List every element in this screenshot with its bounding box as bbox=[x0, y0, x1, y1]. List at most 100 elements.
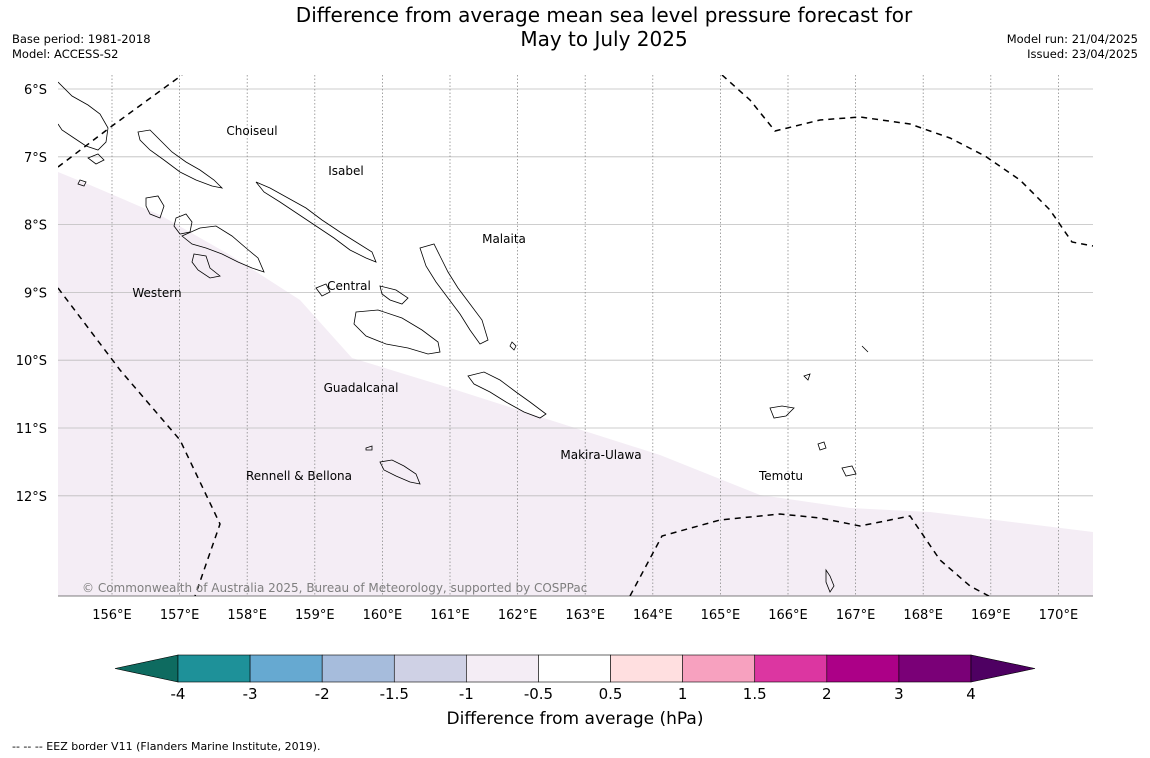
anomaly-shading bbox=[58, 172, 1093, 596]
colorbar-tick-label: 1.5 bbox=[743, 685, 767, 700]
lon-label: 168°E bbox=[903, 608, 943, 623]
eez-borders bbox=[58, 75, 1093, 596]
island-new-georgia bbox=[181, 225, 265, 273]
lon-label: 160°E bbox=[363, 608, 403, 623]
island-santa-cruz bbox=[769, 405, 795, 419]
island-shortland bbox=[77, 179, 87, 187]
lat-label: 6°S bbox=[24, 83, 47, 98]
colorbar-swatch bbox=[466, 654, 539, 683]
colorbar bbox=[114, 654, 1036, 683]
lon-label: 156°E bbox=[92, 608, 132, 623]
model-run: Model run: 21/04/2025 bbox=[1006, 32, 1138, 46]
province-label: Malaita bbox=[482, 232, 526, 246]
title-line-2: May to July 2025 bbox=[520, 27, 688, 51]
province-labels: Choiseul Isabel Malaita Western Central Guada… bbox=[132, 124, 803, 483]
lat-label: 7°S bbox=[24, 151, 47, 166]
colorbar-tick-label: -4 bbox=[171, 685, 186, 700]
latitude-labels: 6°S 7°S 8°S 9°S 10°S 11°S 12°S bbox=[16, 83, 47, 505]
lat-label: 9°S bbox=[24, 286, 47, 301]
island-small-malaita bbox=[509, 341, 517, 351]
colorbar-tick-label: 2 bbox=[822, 685, 832, 700]
colorbar-label: Difference from average (hPa) bbox=[446, 709, 704, 729]
meta-left: Base period: 1981-2018 Model: ACCESS-S2 bbox=[12, 32, 151, 62]
island-bellona bbox=[365, 445, 373, 451]
colorbar-extend-high bbox=[970, 654, 1036, 683]
colorbar-tick-label: -0.5 bbox=[524, 685, 553, 700]
colorbar-tick-label: -1.5 bbox=[380, 685, 409, 700]
island-rennell bbox=[379, 459, 421, 485]
lat-label: 11°S bbox=[16, 422, 47, 437]
lon-label: 158°E bbox=[227, 608, 267, 623]
model-name: Model: ACCESS-S2 bbox=[12, 47, 119, 61]
eez-border-north-east bbox=[721, 75, 1093, 247]
province-label: Isabel bbox=[328, 164, 363, 178]
island-kolombangara bbox=[173, 213, 193, 235]
colorbar-swatch bbox=[610, 654, 683, 683]
island-bougainville bbox=[58, 81, 109, 151]
province-label: Central bbox=[327, 279, 371, 293]
colorbar-tick-label: 3 bbox=[894, 685, 904, 700]
colorbar-swatch bbox=[754, 654, 828, 683]
lon-label: 170°E bbox=[1039, 608, 1079, 623]
map-figure: 6°S 7°S 8°S 9°S 10°S 11°S 12°S 156°E 157°E 158°E… bbox=[16, 75, 1093, 700]
island-vanikoro bbox=[841, 465, 857, 477]
colorbar-swatch bbox=[321, 654, 395, 683]
lat-label: 12°S bbox=[16, 490, 47, 505]
lon-label: 164°E bbox=[633, 608, 673, 623]
colorbar-tick-label: -1 bbox=[459, 685, 474, 700]
island-anuta bbox=[825, 568, 835, 593]
lon-label: 169°E bbox=[971, 608, 1011, 623]
colorbar-tick-label: -3 bbox=[243, 685, 258, 700]
colorbar-swatch bbox=[393, 654, 467, 683]
lon-label: 165°E bbox=[701, 608, 741, 623]
island-isabel bbox=[255, 181, 377, 263]
island-choiseul bbox=[137, 129, 224, 189]
island-buka bbox=[87, 153, 105, 165]
colorbar-extend-low bbox=[114, 654, 179, 683]
chart-title: Difference from average mean sea level p… bbox=[0, 3, 1150, 51]
province-label: Temotu bbox=[758, 469, 803, 483]
base-period: Base period: 1981-2018 bbox=[12, 32, 151, 46]
longitude-labels: 156°E 157°E 158°E 159°E 160°E 161°E 162°E 163°E… bbox=[92, 608, 1078, 623]
colorbar-swatch bbox=[898, 654, 972, 683]
eez-border-south-west bbox=[58, 287, 221, 596]
island-florida bbox=[379, 285, 409, 305]
colorbar-swatch bbox=[177, 654, 251, 683]
lon-label: 163°E bbox=[565, 608, 605, 623]
island-vella bbox=[145, 195, 165, 219]
colorbar-tick-label: 1 bbox=[678, 685, 688, 700]
colorbar-swatch bbox=[538, 654, 611, 683]
island-guadalcanal bbox=[353, 309, 441, 355]
province-label: Makira-Ulawa bbox=[560, 448, 641, 462]
colorbar-tick-label: 4 bbox=[966, 685, 976, 700]
coastlines bbox=[58, 81, 869, 593]
island-utupua bbox=[817, 441, 827, 451]
province-label: Western bbox=[132, 286, 181, 300]
meta-right: Model run: 21/04/2025 Issued: 23/04/2025 bbox=[1007, 32, 1138, 62]
lon-label: 159°E bbox=[295, 608, 335, 623]
issued-date: Issued: 23/04/2025 bbox=[1027, 47, 1138, 61]
colorbar-tick-label: -2 bbox=[315, 685, 330, 700]
copyright-notice: © Commonwealth of Australia 2025, Bureau… bbox=[82, 581, 587, 595]
province-label: Guadalcanal bbox=[324, 381, 399, 395]
lat-label: 10°S bbox=[16, 354, 47, 369]
eez-border-north-west bbox=[58, 75, 183, 168]
title-line-1: Difference from average mean sea level p… bbox=[295, 3, 913, 27]
lon-label: 161°E bbox=[430, 608, 470, 623]
lon-label: 167°E bbox=[836, 608, 876, 623]
colorbar-tick-label: 0.5 bbox=[599, 685, 623, 700]
lon-label: 157°E bbox=[160, 608, 200, 623]
island-rendova bbox=[191, 253, 221, 279]
eez-legend-note: -- -- -- EEZ border V11 (Flanders Marine… bbox=[12, 740, 321, 753]
colorbar-ticks: -4 -3 -2 -1.5 -1 -0.5 0.5 1 1.5 2 3 4 bbox=[171, 685, 976, 700]
island-russell bbox=[315, 283, 331, 297]
island-malaita bbox=[419, 243, 489, 345]
gridlines bbox=[58, 75, 1093, 596]
colorbar-swatch bbox=[249, 654, 323, 683]
lon-label: 166°E bbox=[768, 608, 808, 623]
province-label: Rennell & Bellona bbox=[246, 469, 352, 483]
colorbar-swatch bbox=[682, 654, 756, 683]
lat-label: 8°S bbox=[24, 219, 47, 234]
colorbar-swatch bbox=[826, 654, 900, 683]
island-ontong bbox=[861, 345, 869, 353]
